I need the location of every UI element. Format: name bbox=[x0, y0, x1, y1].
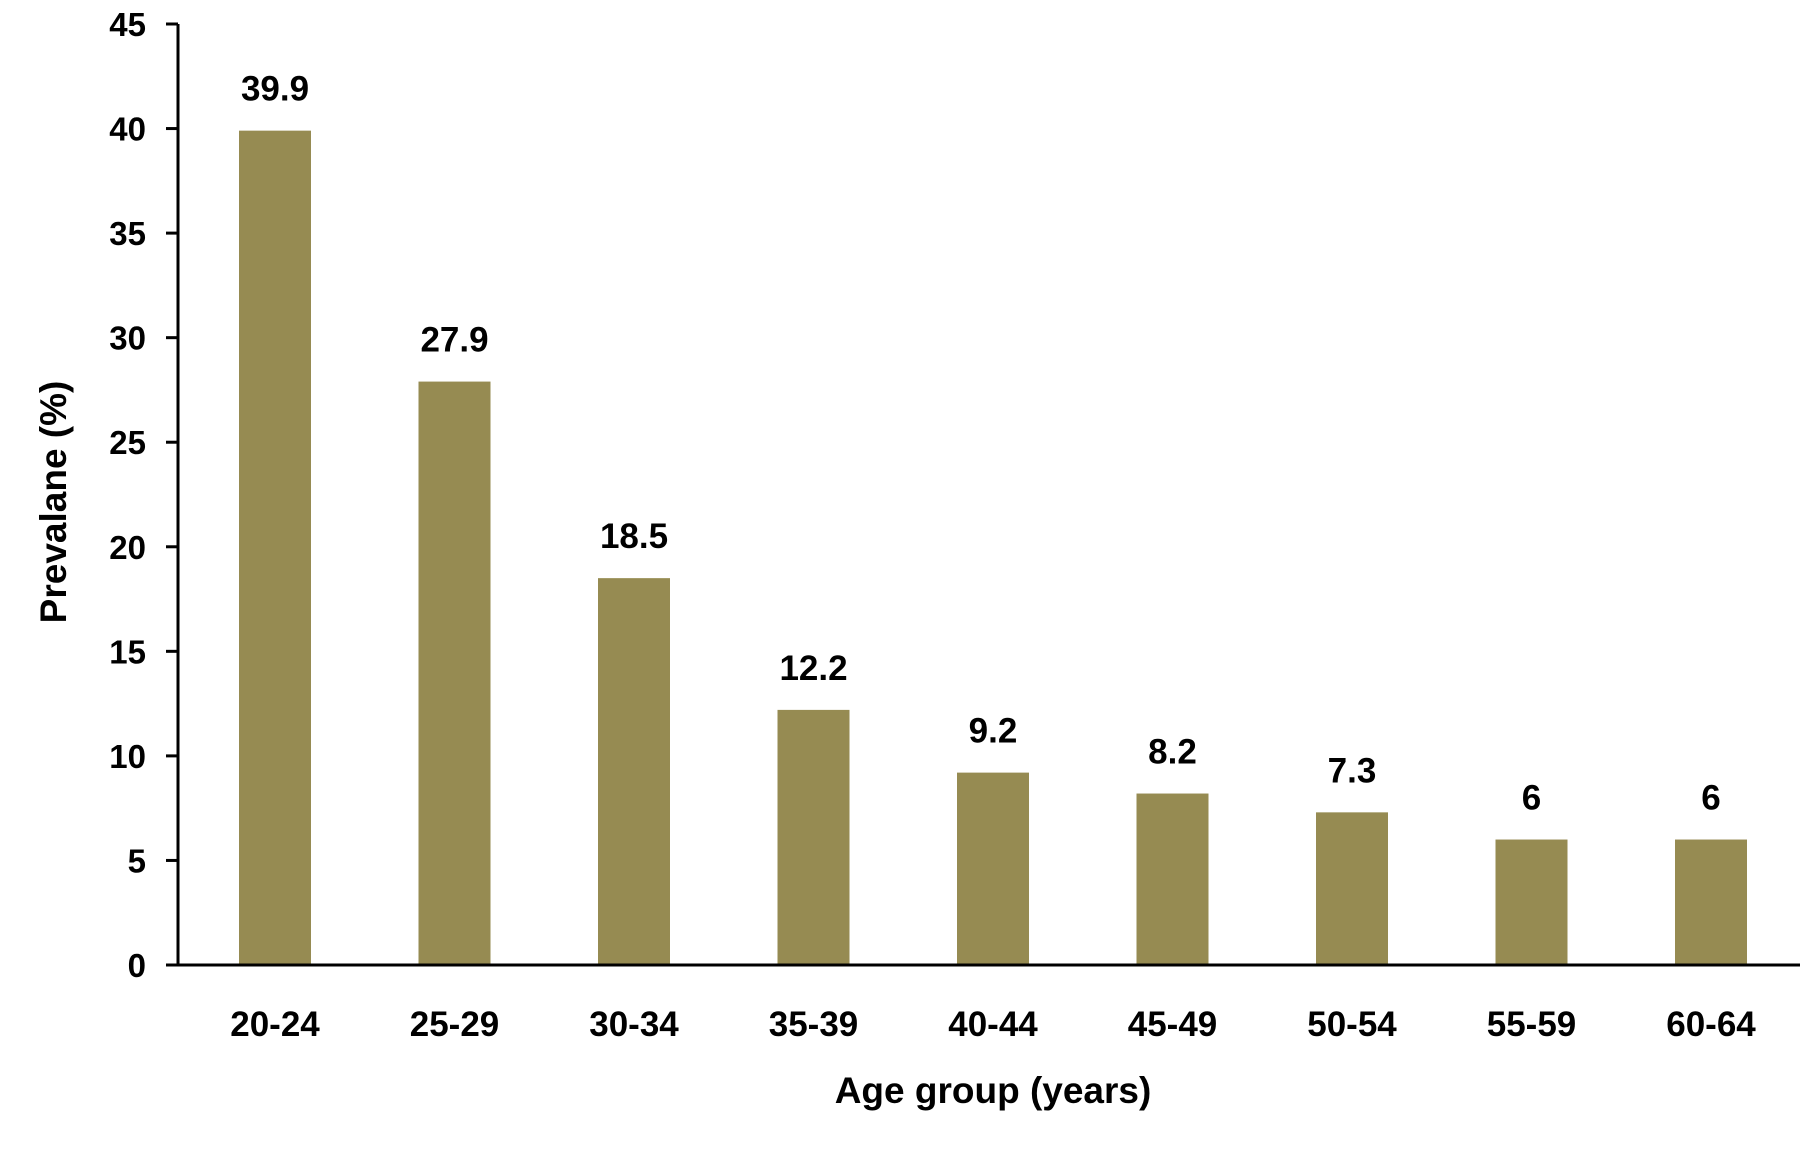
x-axis-title: Age group (years) bbox=[835, 1070, 1152, 1111]
value-label: 39.9 bbox=[241, 70, 309, 109]
y-tick-label: 40 bbox=[109, 111, 146, 148]
bar-50-54 bbox=[1316, 812, 1388, 965]
bar-45-49 bbox=[1136, 793, 1209, 965]
y-tick-label: 25 bbox=[109, 424, 146, 461]
bar-35-39 bbox=[777, 709, 850, 965]
bars-group bbox=[239, 130, 1747, 966]
bar-20-24 bbox=[239, 130, 311, 965]
bar-60-64 bbox=[1675, 839, 1747, 965]
y-tick-label: 35 bbox=[109, 215, 146, 252]
y-tick-label: 30 bbox=[109, 320, 146, 357]
value-label: 8.2 bbox=[1148, 733, 1197, 772]
y-tick-label: 10 bbox=[109, 738, 146, 775]
value-labels-group: 39.9 27.9 18.5 12.2 9.2 8.2 7.3 6 6 bbox=[241, 70, 1721, 818]
y-tick-label: 20 bbox=[109, 529, 146, 566]
y-tick-label: 45 bbox=[109, 6, 146, 43]
y-ticks-group: 0 5 10 15 20 25 30 35 40 45 bbox=[109, 6, 178, 984]
value-label: 6 bbox=[1522, 779, 1541, 818]
value-label: 7.3 bbox=[1328, 751, 1377, 790]
y-axis-title: Prevalane (%) bbox=[33, 381, 74, 624]
value-label: 18.5 bbox=[600, 517, 668, 556]
bar-25-29 bbox=[418, 381, 491, 966]
x-tick-label: 35-39 bbox=[769, 1005, 859, 1044]
x-tick-label: 25-29 bbox=[410, 1005, 500, 1044]
x-tick-label: 45-49 bbox=[1128, 1005, 1218, 1044]
y-tick-label: 15 bbox=[109, 633, 146, 670]
axes-group bbox=[166, 24, 1800, 967]
value-label: 12.2 bbox=[779, 649, 847, 688]
bar-40-44 bbox=[957, 772, 1029, 965]
y-tick-label: 0 bbox=[128, 947, 146, 984]
bar-30-34 bbox=[598, 578, 670, 965]
x-tick-label: 55-59 bbox=[1487, 1005, 1577, 1044]
x-tick-label: 50-54 bbox=[1307, 1005, 1397, 1044]
value-label: 27.9 bbox=[420, 321, 488, 360]
value-label: 9.2 bbox=[969, 712, 1018, 751]
x-tick-label: 60-64 bbox=[1666, 1005, 1756, 1044]
x-tick-label: 40-44 bbox=[948, 1005, 1038, 1044]
x-tick-label: 30-34 bbox=[589, 1005, 679, 1044]
x-labels-group: 20-24 25-29 30-34 35-39 40-44 45-49 50-54 55-59… bbox=[230, 1005, 1756, 1044]
y-tick-label: 5 bbox=[128, 842, 146, 879]
x-tick-label: 20-24 bbox=[230, 1005, 320, 1044]
value-label: 6 bbox=[1701, 779, 1720, 818]
bar-55-59 bbox=[1495, 839, 1568, 965]
